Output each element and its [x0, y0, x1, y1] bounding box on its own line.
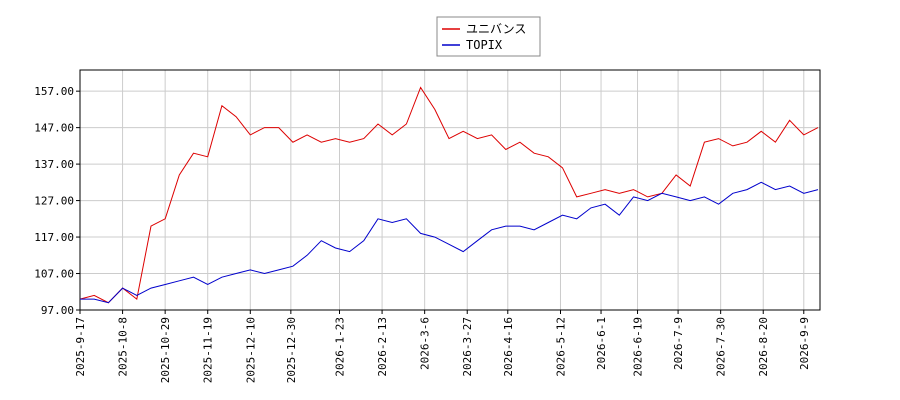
x-tick-label: 2026-3-27 [461, 317, 474, 377]
x-tick-label: 2026-6-1 [595, 317, 608, 370]
x-tick-label: 2025-10-8 [117, 317, 130, 377]
x-tick-label: 2026-8-20 [757, 317, 770, 377]
series-line [80, 181, 819, 304]
x-tick-label: 2026-7-30 [715, 317, 728, 377]
series-line [79, 86, 819, 304]
y-tick-label: 147.00 [34, 122, 74, 135]
x-tick-label: 2025-12-10 [244, 317, 257, 383]
x-tick-label: 2026-6-19 [632, 317, 645, 377]
x-tick-label: 2025-11-19 [202, 317, 215, 383]
y-tick-label: 117.00 [34, 231, 74, 244]
legend-box [436, 16, 541, 57]
x-tick-label: 2026-4-16 [502, 317, 515, 377]
x-tick-label: 2026-3-6 [419, 317, 432, 370]
y-tick-label: 107.00 [34, 268, 74, 281]
x-tick-label: 2026-1-23 [334, 317, 347, 377]
x-tick-label: 2025-9-17 [74, 317, 87, 377]
x-tick-label: 2025-10-29 [159, 317, 172, 383]
x-tick-label: 2026-2-13 [376, 317, 389, 377]
y-tick-label: 157.00 [34, 85, 74, 98]
y-tick-label: 137.00 [34, 158, 74, 171]
y-tick-label: 97.00 [41, 304, 74, 317]
x-tick-label: 2025-12-30 [285, 317, 298, 383]
legend-label: ユニバンス [466, 22, 526, 36]
x-tick-label: 2026-9-9 [798, 317, 811, 370]
y-tick-label: 127.00 [34, 195, 74, 208]
legend-label: TOPIX [466, 38, 503, 52]
x-tick-label: 2026-7-9 [672, 317, 685, 370]
plot-frame [79, 69, 821, 311]
x-tick-label: 2026-5-12 [554, 317, 567, 377]
